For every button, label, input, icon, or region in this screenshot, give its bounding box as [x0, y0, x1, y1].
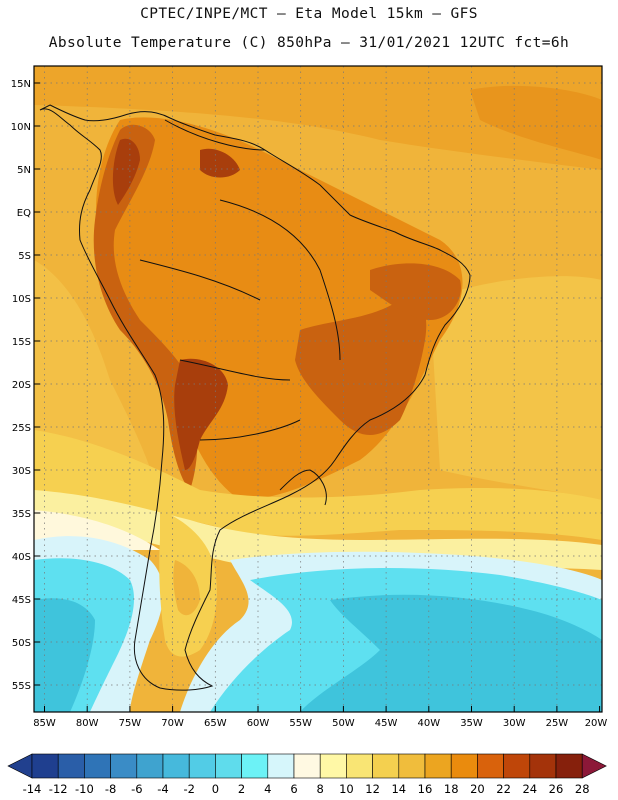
lat-label: 35S	[12, 509, 31, 520]
colorbar-tick-label: -4	[157, 782, 168, 796]
colorbar-segment	[503, 753, 531, 779]
colorbar-tick-label: 10	[339, 782, 354, 796]
lon-label: 60W	[247, 718, 270, 729]
colorbar-segment	[477, 753, 504, 779]
colorbar-tick-label: 22	[496, 782, 511, 796]
lon-label: 25W	[546, 718, 569, 729]
lon-label: 20W	[585, 718, 608, 729]
longitude-labels: 85W 80W 75W 70W 65W 60W 55W 50W 45W 40W …	[33, 718, 607, 729]
lon-label: 40W	[417, 718, 440, 729]
lat-label: 30S	[12, 466, 31, 477]
colorbar-segment	[84, 753, 111, 779]
lon-label: 50W	[332, 718, 355, 729]
lon-label: 35W	[460, 718, 483, 729]
lat-label: 45S	[12, 595, 31, 606]
temperature-field	[34, 66, 602, 712]
colorbar-segment	[529, 753, 557, 779]
colorbar-segment	[398, 753, 426, 779]
graticule	[34, 66, 602, 712]
map-title-line1: CPTEC/INPE/MCT – Eta Model 15km – GFS	[140, 6, 478, 22]
lon-label: 70W	[161, 718, 184, 729]
colorbar-tick-label: 0	[212, 782, 219, 796]
colorbar-segment	[555, 753, 583, 779]
colorbar-tick-label: -8	[105, 782, 116, 796]
colorbar-segment	[162, 753, 190, 779]
colorbar-segment	[136, 753, 164, 779]
colorbar-tick-label: -6	[131, 782, 142, 796]
colorbar-segment	[319, 753, 347, 779]
colorbar-tick-label: 26	[549, 782, 564, 796]
colorbar: -14 -12 -10 -8 -6 -4 -2 0 2 4 6 8 10 12 14 16 18 20 22 24 26…	[7, 753, 607, 796]
colorbar-tick-label: -14	[23, 782, 42, 796]
map-title-line2: Absolute Temperature (C) 850hPa – 31/01/…	[48, 35, 570, 51]
lat-label: 5N	[17, 165, 31, 176]
colorbar-segment	[372, 753, 400, 779]
colorbar-segment	[424, 753, 452, 779]
lat-label: 40S	[12, 552, 31, 563]
lat-label: 15N	[11, 79, 31, 90]
colorbar-tick-label: 8	[317, 782, 324, 796]
colorbar-segment	[110, 753, 138, 779]
colorbar-segment	[450, 753, 478, 779]
colorbar-tick-label: -12	[49, 782, 68, 796]
colorbar-tick-label: -2	[183, 782, 194, 796]
lat-label: 20S	[12, 380, 31, 391]
colorbar-tick-label: 12	[365, 782, 380, 796]
colorbar-tick-label: -10	[75, 782, 94, 796]
lon-label: 30W	[503, 718, 526, 729]
lon-label: 80W	[76, 718, 99, 729]
colorbar-segment	[57, 753, 85, 779]
colorbar-segment	[31, 753, 59, 779]
colorbar-tick-label: 24	[522, 782, 537, 796]
colorbar-tick-label: 6	[290, 782, 297, 796]
colorbar-tick-label: 4	[264, 782, 271, 796]
colorbar-segment	[346, 753, 373, 779]
lon-label: 55W	[289, 718, 312, 729]
colorbar-tick-label: 20	[470, 782, 485, 796]
lat-label: 10S	[12, 294, 31, 305]
lon-label: 85W	[33, 718, 56, 729]
lat-label: 10N	[11, 122, 31, 133]
lat-label: 55S	[12, 681, 31, 692]
colorbar-tick-label: 18	[444, 782, 459, 796]
colorbar-tick-label: 2	[238, 782, 245, 796]
lon-label: 45W	[375, 718, 398, 729]
colorbar-segment	[267, 753, 295, 779]
lon-label: 75W	[119, 718, 142, 729]
colorbar-segment	[215, 753, 242, 779]
coastline	[39, 104, 471, 691]
map-frame	[33, 65, 603, 713]
latitude-labels: 15N 10N 5N EQ 5S 10S 15S 20S 25S 30S 35S…	[11, 79, 31, 692]
colorbar-tick-label: 14	[391, 782, 406, 796]
lat-label: 25S	[12, 423, 31, 434]
axis-ticks	[34, 82, 601, 712]
lat-label: 5S	[18, 251, 31, 262]
colorbar-tick-label: 16	[418, 782, 433, 796]
colorbar-segment	[293, 753, 321, 779]
colorbar-segment	[241, 753, 269, 779]
colorbar-tick-label: 28	[575, 782, 590, 796]
colorbar-right-arrow	[581, 753, 607, 779]
lat-label: 50S	[12, 638, 31, 649]
lat-label: EQ	[17, 208, 31, 219]
lat-label: 15S	[12, 337, 31, 348]
colorbar-left-arrow	[7, 753, 33, 779]
colorbar-segment	[188, 753, 216, 779]
lon-label: 65W	[204, 718, 227, 729]
